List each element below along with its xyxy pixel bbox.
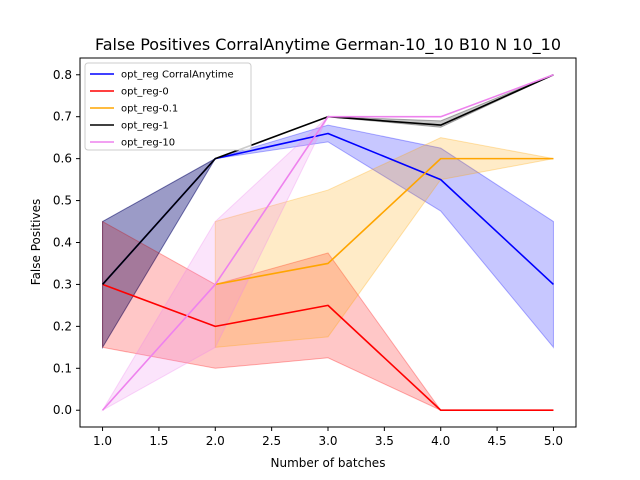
band-opt-reg-0-1 [214, 137, 554, 348]
chart-title: False Positives CorralAnytime German-10_… [95, 35, 561, 55]
x-tick-label: 2.5 [262, 434, 281, 448]
x-tick-label: 1.5 [149, 434, 168, 448]
y-tick-label: 0.3 [53, 277, 72, 291]
line-opt-reg-0 [102, 283, 554, 412]
x-tick-label: 1.0 [93, 434, 112, 448]
y-tick-label: 0.6 [53, 152, 72, 166]
y-tick-label: 0.7 [53, 110, 72, 124]
legend-label-opt-reg-0: opt_reg-0 [121, 87, 169, 98]
x-tick-label: 3.0 [318, 434, 337, 448]
x-tick-label: 4.0 [431, 434, 450, 448]
line-opt-reg-0-1 [215, 157, 554, 286]
y-axis-label: False Positives [29, 199, 43, 285]
legend-label-opt-reg-1: opt_reg-1 [121, 121, 169, 132]
y-tick-label: 0.5 [53, 194, 72, 208]
series-lines [101, 74, 554, 412]
x-axis-label: Number of batches [271, 456, 386, 470]
y-tick-label: 0.2 [53, 319, 72, 333]
x-tick-label: 5.0 [544, 434, 563, 448]
y-tick-label: 0.1 [53, 361, 72, 375]
legend-box [84, 62, 252, 151]
y-tick-label: 0.0 [53, 403, 72, 417]
legend-label-opt-reg-10: opt_reg-10 [121, 138, 175, 149]
x-axis: 1.0 1.5 2.0 2.5 3.0 3.5 4.0 4.5 5.0 [93, 427, 563, 448]
line-opt-reg-10 [101, 74, 554, 411]
y-axis: 0.0 0.1 0.2 0.3 0.4 0.5 0.6 0.7 0.8 [53, 68, 80, 417]
legend-label-opt-reg-corralanytime: opt_reg CorralAnytime [121, 70, 234, 81]
y-tick-label: 0.8 [53, 68, 72, 82]
x-tick-label: 4.5 [488, 434, 507, 448]
x-tick-label: 3.5 [375, 434, 394, 448]
x-tick-label: 2.0 [206, 434, 225, 448]
legend: opt_reg CorralAnytime opt_reg-0 opt_reg-0.… [84, 62, 252, 151]
legend-label-opt-reg-0-1: opt_reg-0.1 [121, 104, 178, 115]
y-tick-label: 0.4 [53, 236, 72, 250]
